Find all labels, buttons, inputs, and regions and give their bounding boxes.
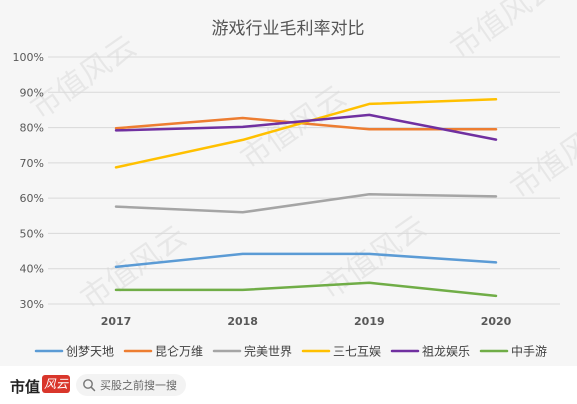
y-tick-label: 60%	[20, 192, 44, 205]
legend: 创梦天地 昆仑万维 完美世界 三七互娱 祖龙娱乐 中手游	[34, 344, 547, 359]
y-tick-label: 90%	[20, 86, 44, 99]
legend-label: 创梦天地	[66, 345, 114, 359]
x-tick-label: 2020	[481, 315, 512, 328]
y-tick-label: 30%	[20, 298, 44, 311]
y-tick-label: 50%	[20, 227, 44, 240]
legend-label: 中手游	[511, 344, 547, 359]
footer-bar: 市值 风云	[0, 366, 577, 404]
search-box[interactable]	[76, 374, 188, 396]
search-icon	[83, 379, 96, 392]
y-tick-label: 40%	[20, 263, 44, 276]
x-tick-label: 2017	[101, 315, 132, 328]
series-lines	[114, 98, 498, 298]
series-line-1	[114, 252, 498, 269]
legend-label: 完美世界	[244, 344, 292, 359]
search-input[interactable]	[98, 374, 188, 396]
series-line-3	[114, 193, 498, 214]
series-line-6	[114, 281, 498, 298]
x-tick-label: 2018	[227, 315, 258, 328]
y-tick-label: 100%	[13, 51, 44, 64]
brand-logo-text: 市值	[10, 378, 41, 396]
y-tick-labels: 30% 40% 50% 60% 70% 80% 90% 100%	[13, 51, 44, 311]
x-tick-labels: 2017 2018 2019 2020	[101, 315, 512, 328]
legend-label: 三七互娱	[333, 345, 381, 359]
brand-logo-badge: 风云	[42, 375, 70, 393]
y-tick-label: 80%	[20, 122, 44, 135]
legend-label: 昆仑万维	[155, 345, 203, 359]
chart-title: 游戏行业毛利率对比	[212, 19, 365, 39]
y-tick-label: 70%	[20, 157, 44, 170]
series-line-5	[114, 113, 498, 141]
watermark-text: 市值风云	[505, 109, 577, 206]
x-tick-label: 2019	[354, 315, 385, 328]
legend-label: 祖龙娱乐	[422, 344, 470, 359]
watermark-text: 市值风云	[25, 29, 143, 126]
series-line-2	[114, 116, 498, 131]
